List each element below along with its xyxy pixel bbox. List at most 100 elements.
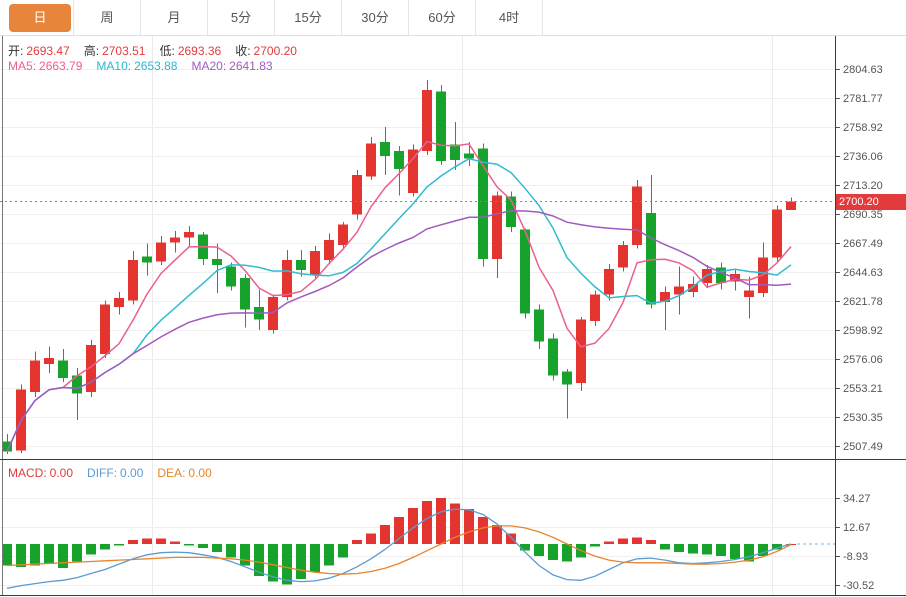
macd-chart[interactable]: 34.27 12.67 -8.93 -30.52 [0,460,906,597]
price-tick-label: 2690.35 [843,209,883,221]
candle-body [464,153,474,159]
candle-body [128,260,138,301]
price-axis-labels: 2804.63 2781.77 2758.92 2736.06 2713.20 2690.… [843,64,883,453]
diff-line [6,508,792,589]
macd-bar [632,537,642,544]
candle-body [142,256,152,263]
candle-body [114,298,124,307]
macd-bar [394,517,404,545]
macd-bar [268,544,278,582]
macd-bar [590,544,600,547]
candle-body [2,441,12,452]
macd-bar [114,544,124,546]
candle-body [576,319,586,384]
macd-bar [58,544,68,569]
tab-label: 5分 [230,9,252,25]
candle-body [506,196,516,228]
macd-bar [100,544,110,550]
tab-30分[interactable]: 30分 [342,0,409,35]
macd-histogram [2,498,796,585]
macd-bar [688,544,698,554]
macd-bar [422,501,432,544]
candle-body [618,244,628,268]
main-candlestick-chart[interactable]: 2804.63 2781.77 2758.92 2736.06 2713.20 2690.… [0,36,906,460]
macd-bar [156,538,166,544]
tab-日[interactable]: 日 [7,0,74,35]
macd-bar [296,544,306,579]
macd-bar [464,509,474,544]
macd-bar [716,544,726,557]
macd-bar [702,544,712,555]
candle-body [58,360,68,379]
macd-bar [86,544,96,555]
macd-bar [128,540,138,544]
macd-bar [254,544,264,577]
last-price-badge: 2700.20 [836,194,906,210]
tab-label: 周 [100,9,114,25]
macd-bar [618,538,628,544]
candle-body [226,266,236,287]
tab-4时[interactable]: 4时 [476,0,543,35]
candle-body [450,144,460,160]
macd-bar [660,544,670,550]
price-tick-label: 2781.77 [843,93,883,105]
candle-body [282,260,292,297]
candles-layer [2,79,796,455]
macd-bar [72,544,82,562]
macd-axis-labels: 34.27 12.67 -8.93 -30.52 [843,493,874,592]
candle-body [394,151,404,169]
price-tick-label: 2713.20 [843,180,883,192]
candle-body [660,291,670,302]
price-tick-label: 2553.21 [843,383,883,395]
tab-月[interactable]: 月 [141,0,208,35]
candle-body [156,242,166,262]
candle-body [492,195,502,259]
macd-grid-layer [0,460,840,595]
candle-body [772,209,782,258]
price-tick-label: 2804.63 [843,64,883,76]
candle-body [604,269,614,295]
macd-bar [758,544,768,557]
candle-body [408,149,418,193]
macd-bar [226,544,236,558]
candle-body [170,237,180,243]
candle-body [534,309,544,342]
macd-bar [520,544,530,551]
tab-label: 月 [167,9,181,25]
tab-label: 60分 [428,9,456,25]
macd-bar [408,507,418,545]
candle-body [100,304,110,354]
macd-bar [338,544,348,558]
macd-bar [142,538,152,544]
candle-body [72,375,82,394]
macd-bar [170,541,180,544]
tab-周[interactable]: 周 [74,0,141,35]
macd-bar [380,525,390,544]
tab-label: 日 [9,3,71,32]
candle-body [744,290,754,297]
main-frame [0,36,906,460]
macd-tick-label: -8.93 [843,551,868,563]
tab-60分[interactable]: 60分 [409,0,476,35]
candle-body [212,258,222,266]
price-tick-label: 2621.78 [843,296,883,308]
candle-body [632,186,642,245]
macd-tick-label: 12.67 [843,522,871,534]
macd-bar [324,544,334,566]
macd-bar [16,544,26,567]
candle-body [380,142,390,157]
price-tick-label: 2576.06 [843,354,883,366]
macd-bar [730,544,740,559]
candle-body [478,148,488,259]
candle-body [296,260,306,271]
tab-15分[interactable]: 15分 [275,0,342,35]
macd-bar [548,544,558,561]
macd-bar [44,544,54,565]
tab-5分[interactable]: 5分 [208,0,275,35]
macd-bar [436,498,446,544]
ma10-line [6,157,792,452]
ma20-line [6,210,792,452]
macd-bar [282,544,292,585]
tab-label: 30分 [361,9,389,25]
